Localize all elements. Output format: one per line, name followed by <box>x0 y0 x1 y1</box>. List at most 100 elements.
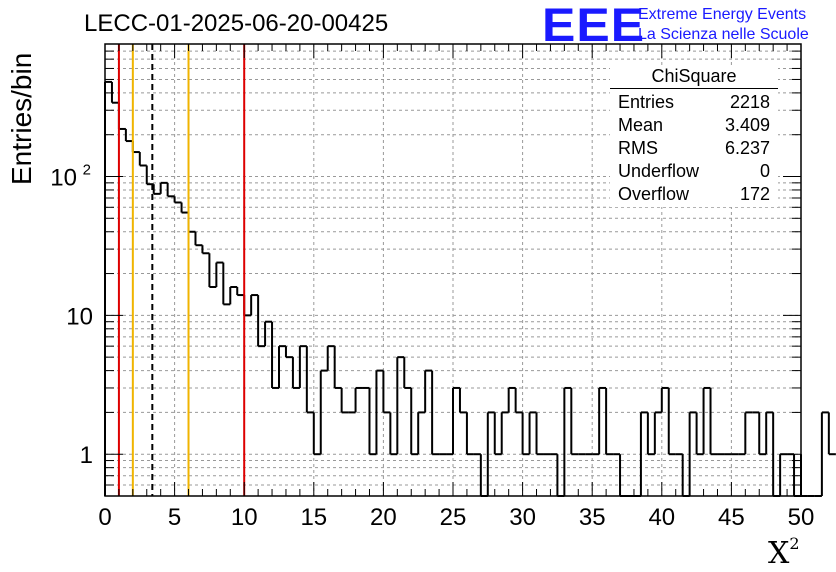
histogram-bin <box>702 386 711 455</box>
stats-value: 6.237 <box>724 138 770 158</box>
stats-box-title: ChiSquare <box>610 66 778 89</box>
stats-row-underflow: Underflow 0 <box>610 161 778 184</box>
histogram-bin <box>243 295 252 317</box>
histogram-bin <box>326 345 335 371</box>
histogram-bin <box>187 212 196 233</box>
histogram-bin <box>709 387 718 456</box>
histogram-bin <box>208 253 217 289</box>
logo-tagline-2: La Scienza nelle Scuole <box>638 26 809 43</box>
histogram-bin <box>424 369 433 413</box>
histogram-bin <box>124 128 133 143</box>
histogram-bin <box>319 369 328 455</box>
x-axis-label-superscript: 2 <box>789 534 800 553</box>
stats-row-entries: Entries 2218 <box>610 92 778 115</box>
stats-box: ChiSquare Entries 2218 Mean 3.409 RMS 6.237… <box>610 66 778 207</box>
histogram-bin <box>291 357 300 389</box>
histogram-bin <box>827 412 836 456</box>
histogram-bin <box>354 386 363 413</box>
histogram-bin <box>500 411 509 455</box>
histogram-bin <box>598 386 607 455</box>
histogram-bin <box>250 294 259 316</box>
reference-lines <box>117 44 246 496</box>
y-tick-label: 10 <box>66 303 93 330</box>
x-tick-label: 0 <box>98 504 111 531</box>
histogram-bin <box>298 345 307 388</box>
x-tick-label: 45 <box>718 504 745 531</box>
stats-value: 172 <box>739 184 770 204</box>
tick-marks <box>104 44 802 496</box>
histogram-bin <box>744 411 753 455</box>
histogram-bin <box>410 387 419 456</box>
histogram-bin <box>563 386 572 496</box>
x-axis-label-text: X <box>768 536 790 571</box>
stats-label: Overflow <box>618 184 690 204</box>
histogram-bin <box>271 321 279 389</box>
histogram-bin <box>389 412 398 456</box>
histogram-bin <box>104 80 112 496</box>
histogram-bin <box>382 370 391 414</box>
histogram-bin <box>758 412 767 456</box>
x-tick-label: 35 <box>579 504 606 531</box>
y-tick-label: 10 <box>50 164 77 191</box>
histogram-bin <box>667 387 676 456</box>
histogram-bin <box>605 387 614 456</box>
histogram-bin <box>458 387 467 414</box>
histogram-bin <box>695 412 704 456</box>
y-tick-label-exponent: 2 <box>83 161 91 178</box>
histogram-bin <box>159 181 168 194</box>
histogram-bin <box>403 357 412 389</box>
histogram-bin <box>284 346 293 359</box>
histogram-bin <box>653 411 662 455</box>
x-tick-label: 50 <box>788 504 815 531</box>
histogram-bin <box>570 387 579 456</box>
histogram-bin <box>493 412 502 456</box>
histogram-bin <box>201 245 210 255</box>
histogram-bin <box>528 411 537 455</box>
histogram-bin <box>110 81 119 104</box>
histogram-bin <box>194 231 203 247</box>
stats-row-overflow: Overflow 172 <box>610 184 778 207</box>
histogram-bin <box>340 387 349 414</box>
stats-value: 2218 <box>729 92 770 112</box>
stats-row-mean: Mean 3.409 <box>610 115 778 138</box>
histogram-bin <box>465 412 474 456</box>
stats-label: Mean <box>618 115 664 135</box>
histogram-bin <box>278 345 286 388</box>
histogram-bin <box>688 411 697 496</box>
histogram-bin <box>514 387 523 414</box>
histogram-bin <box>215 261 224 288</box>
histogram-bin <box>131 141 140 154</box>
histogram-bin <box>138 152 147 167</box>
stats-value: 0 <box>759 161 770 181</box>
eee-logo: EEE <box>542 0 646 52</box>
histogram-bin <box>646 412 655 456</box>
histogram-bin <box>236 287 245 297</box>
histogram-bin <box>305 346 314 414</box>
histogram-bin <box>180 202 189 214</box>
x-axis-label: X2 <box>768 534 800 571</box>
stats-value: 3.409 <box>724 115 770 135</box>
histogram-bin <box>312 412 321 456</box>
histogram-bin <box>375 369 384 455</box>
histogram-bin <box>152 184 161 195</box>
histogram-bin <box>264 320 273 347</box>
histogram-bin <box>521 412 530 456</box>
grid-lines <box>105 44 801 496</box>
x-tick-label: 25 <box>440 504 467 531</box>
x-tick-label: 20 <box>370 504 397 531</box>
histogram-bin <box>417 411 426 455</box>
histogram-bin <box>452 386 460 455</box>
x-tick-label: 5 <box>168 504 181 531</box>
histogram-bin <box>368 387 377 456</box>
histogram-bin <box>117 102 126 130</box>
histogram-bin <box>257 295 266 348</box>
histogram-bin <box>166 182 175 198</box>
histogram-bin <box>431 370 440 456</box>
histogram-bin <box>639 411 648 496</box>
histogram-bin <box>486 411 495 496</box>
histogram-bin <box>222 262 231 306</box>
histogram-bin <box>660 386 669 413</box>
tick-labels: 0 5 10 15 20 25 30 35 40 45 50 1 10 10 2 <box>50 161 814 531</box>
y-axis-label: Entries/bin <box>6 52 37 185</box>
